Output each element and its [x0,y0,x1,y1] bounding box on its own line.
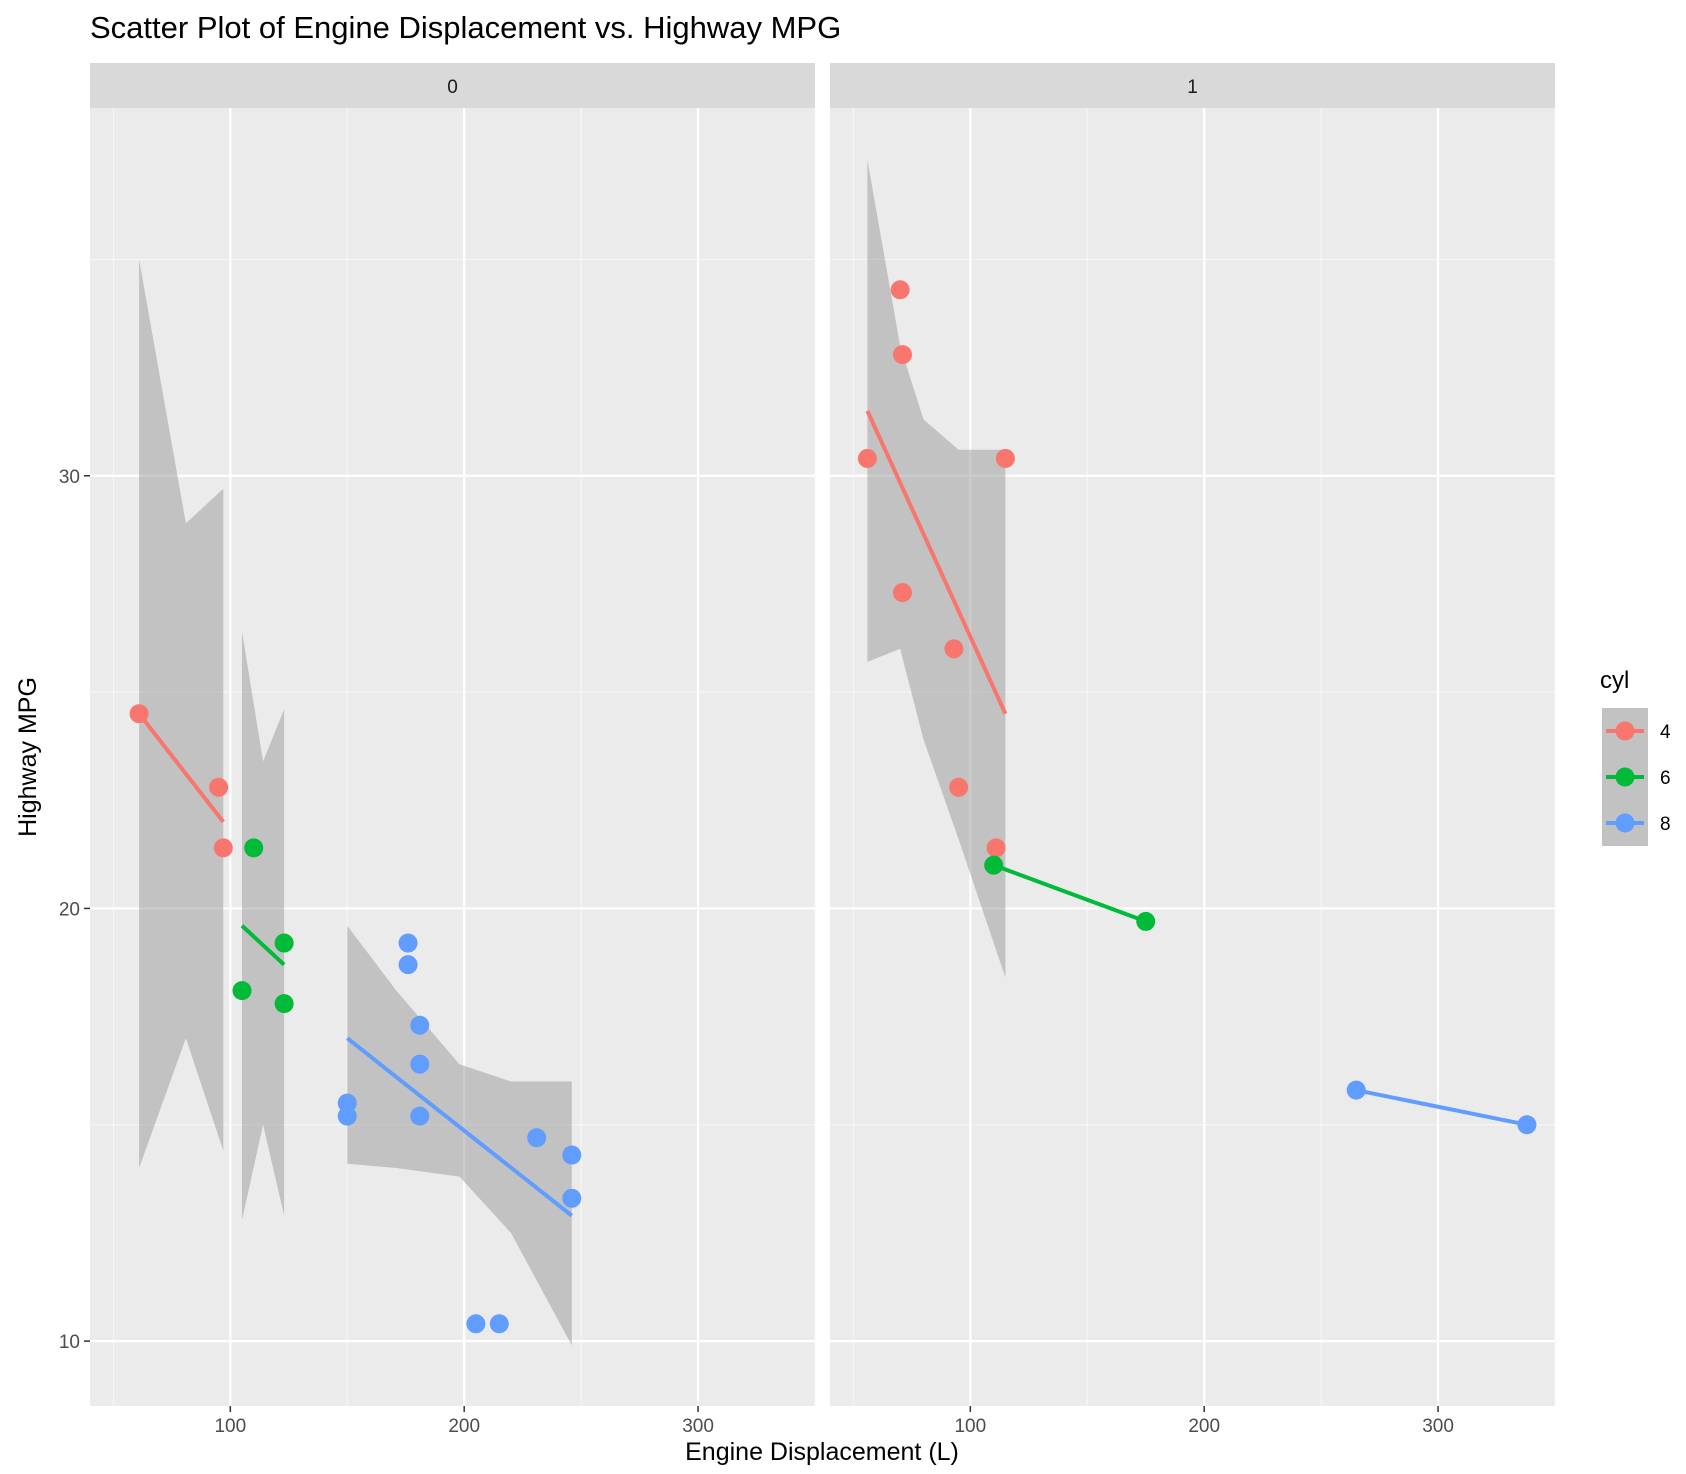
facet-strip [90,63,815,108]
x-tick-label: 100 [214,1416,246,1437]
data-point-cyl-8 [337,1106,357,1126]
data-point-cyl-4 [890,280,910,300]
confidence-band-cyl-6 [242,631,285,1220]
y-tick-label: 30 [59,467,80,488]
legend-label: 8 [1660,814,1671,835]
confidence-band-cyl-8 [347,925,572,1346]
data-point-cyl-8 [410,1015,430,1035]
x-tick-label: 200 [1188,1416,1220,1437]
fit-line-cyl-8 [346,1036,574,1218]
x-axis-title: Engine Displacement (L) [685,1438,959,1466]
facet-panel-1: 1 100 200 300 [830,63,1556,1437]
legend-title: cyl [1600,667,1629,694]
data-point-cyl-8 [398,933,418,953]
data-point-cyl-6 [274,933,294,953]
fit-line-cyl-8 [1355,1088,1528,1127]
facet-strip-label: 1 [1187,77,1198,98]
legend-key-point [1615,721,1635,741]
legend-key-point [1615,767,1635,787]
confidence-band-cyl-4 [867,159,1006,978]
chart-title: Scatter Plot of Engine Displacement vs. … [90,10,841,45]
data-point-cyl-8 [489,1314,509,1334]
data-point-cyl-6 [274,994,294,1014]
fit-line-cyl-6 [993,863,1147,924]
y-tick-label: 10 [59,1332,80,1353]
data-point-cyl-4 [986,838,1006,858]
data-point-cyl-6 [244,838,264,858]
data-point-cyl-4 [209,777,229,797]
facet-strip [830,63,1555,108]
data-point-cyl-8 [398,955,418,975]
x-tick-label: 200 [448,1416,480,1437]
data-point-cyl-8 [337,1093,357,1113]
legend-keys: 4 6 8 [1602,708,1671,846]
data-point-cyl-4 [213,838,233,858]
legend-key-point [1615,813,1635,833]
data-point-cyl-4 [944,639,964,659]
y-axis-title: Highway MPG [14,677,42,837]
data-point-cyl-8 [410,1106,430,1126]
data-point-cyl-4 [995,448,1015,468]
data-point-cyl-8 [410,1054,430,1074]
confidence-band-cyl-4 [139,259,224,1169]
legend-label: 6 [1660,768,1671,789]
data-point-cyl-8 [562,1188,582,1208]
data-point-cyl-4 [949,777,969,797]
facet-panel-0: 0 100 200 300 10 20 30 [59,63,816,1437]
data-point-cyl-8 [562,1145,582,1165]
data-point-cyl-8 [527,1128,547,1148]
legend-key-4: 4 [1602,708,1671,754]
data-point-cyl-8 [466,1314,486,1334]
legend-key-6: 6 [1602,754,1671,800]
fit-line-cyl-4 [137,712,225,824]
data-point-cyl-4 [893,345,912,365]
fit-line-cyl-6 [240,924,286,967]
facet-panels: 0 100 200 300 10 20 30 1 100 200 300 [59,63,1556,1437]
x-tick-label: 100 [954,1416,986,1437]
data-point-cyl-4 [857,448,877,468]
legend-key-8: 8 [1602,800,1671,846]
x-tick-label: 300 [1422,1416,1454,1437]
x-tick-label: 300 [682,1416,714,1437]
data-point-cyl-6 [232,981,252,1001]
facet-strip-label: 0 [447,77,458,98]
legend: cyl 4 6 8 [1600,667,1671,846]
fit-line-cyl-4 [865,410,1008,715]
y-tick-label: 20 [59,899,80,920]
legend-label: 4 [1660,722,1671,743]
data-point-cyl-4 [893,583,912,603]
